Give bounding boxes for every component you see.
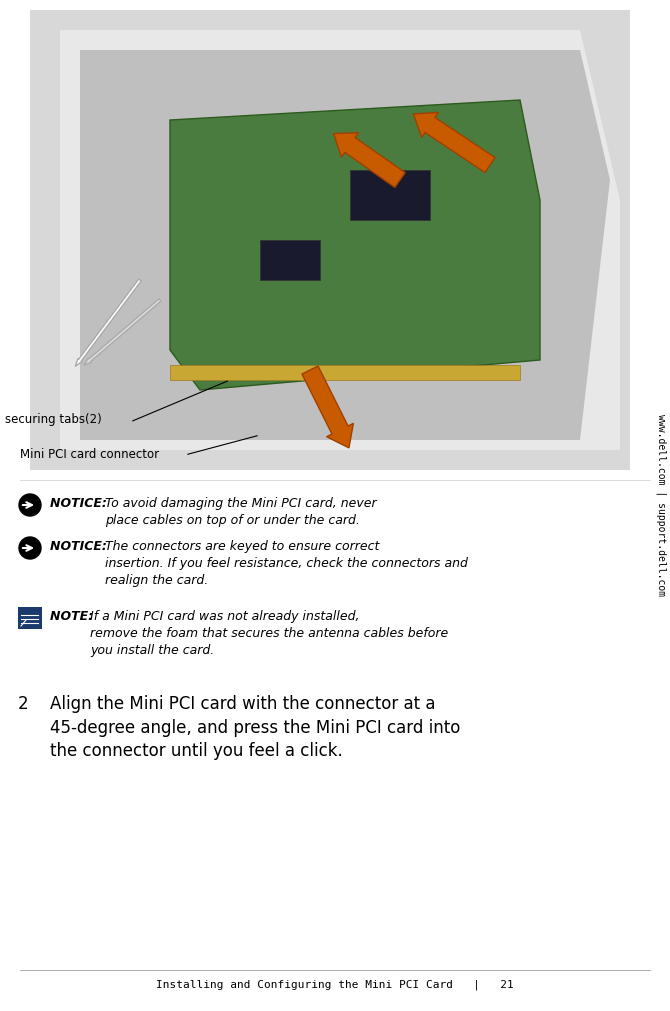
- Polygon shape: [60, 30, 620, 450]
- FancyBboxPatch shape: [30, 10, 630, 470]
- Text: NOTICE:: NOTICE:: [50, 497, 111, 510]
- FancyBboxPatch shape: [260, 240, 320, 280]
- Text: To avoid damaging the Mini PCI card, never
place cables on top of or under the c: To avoid damaging the Mini PCI card, nev…: [105, 497, 377, 527]
- Text: Align the Mini PCI card with the connector at a
45-degree angle, and press the M: Align the Mini PCI card with the connect…: [50, 695, 460, 760]
- FancyArrow shape: [302, 366, 353, 448]
- Circle shape: [19, 537, 41, 559]
- Text: Installing and Configuring the Mini PCI Card   |   21: Installing and Configuring the Mini PCI …: [156, 980, 514, 990]
- FancyArrow shape: [413, 112, 495, 173]
- Text: Mini PCI card connector: Mini PCI card connector: [20, 449, 159, 461]
- Text: NOTE:: NOTE:: [50, 610, 98, 623]
- Text: The connectors are keyed to ensure correct
insertion. If you feel resistance, ch: The connectors are keyed to ensure corre…: [105, 540, 468, 587]
- Text: www.dell.com | support.dell.com: www.dell.com | support.dell.com: [656, 415, 667, 596]
- Text: 2: 2: [18, 695, 29, 713]
- FancyArrow shape: [75, 279, 141, 366]
- Polygon shape: [170, 100, 540, 390]
- Text: NOTICE:: NOTICE:: [50, 540, 111, 553]
- Polygon shape: [80, 50, 610, 440]
- FancyArrow shape: [84, 299, 161, 365]
- Text: securing tabs(2): securing tabs(2): [5, 413, 102, 427]
- FancyBboxPatch shape: [350, 170, 430, 220]
- FancyBboxPatch shape: [18, 607, 42, 629]
- Text: If a Mini PCI card was not already installed,
remove the foam that secures the a: If a Mini PCI card was not already insta…: [90, 610, 448, 657]
- FancyArrow shape: [334, 132, 405, 187]
- FancyBboxPatch shape: [170, 365, 520, 380]
- Circle shape: [19, 494, 41, 516]
